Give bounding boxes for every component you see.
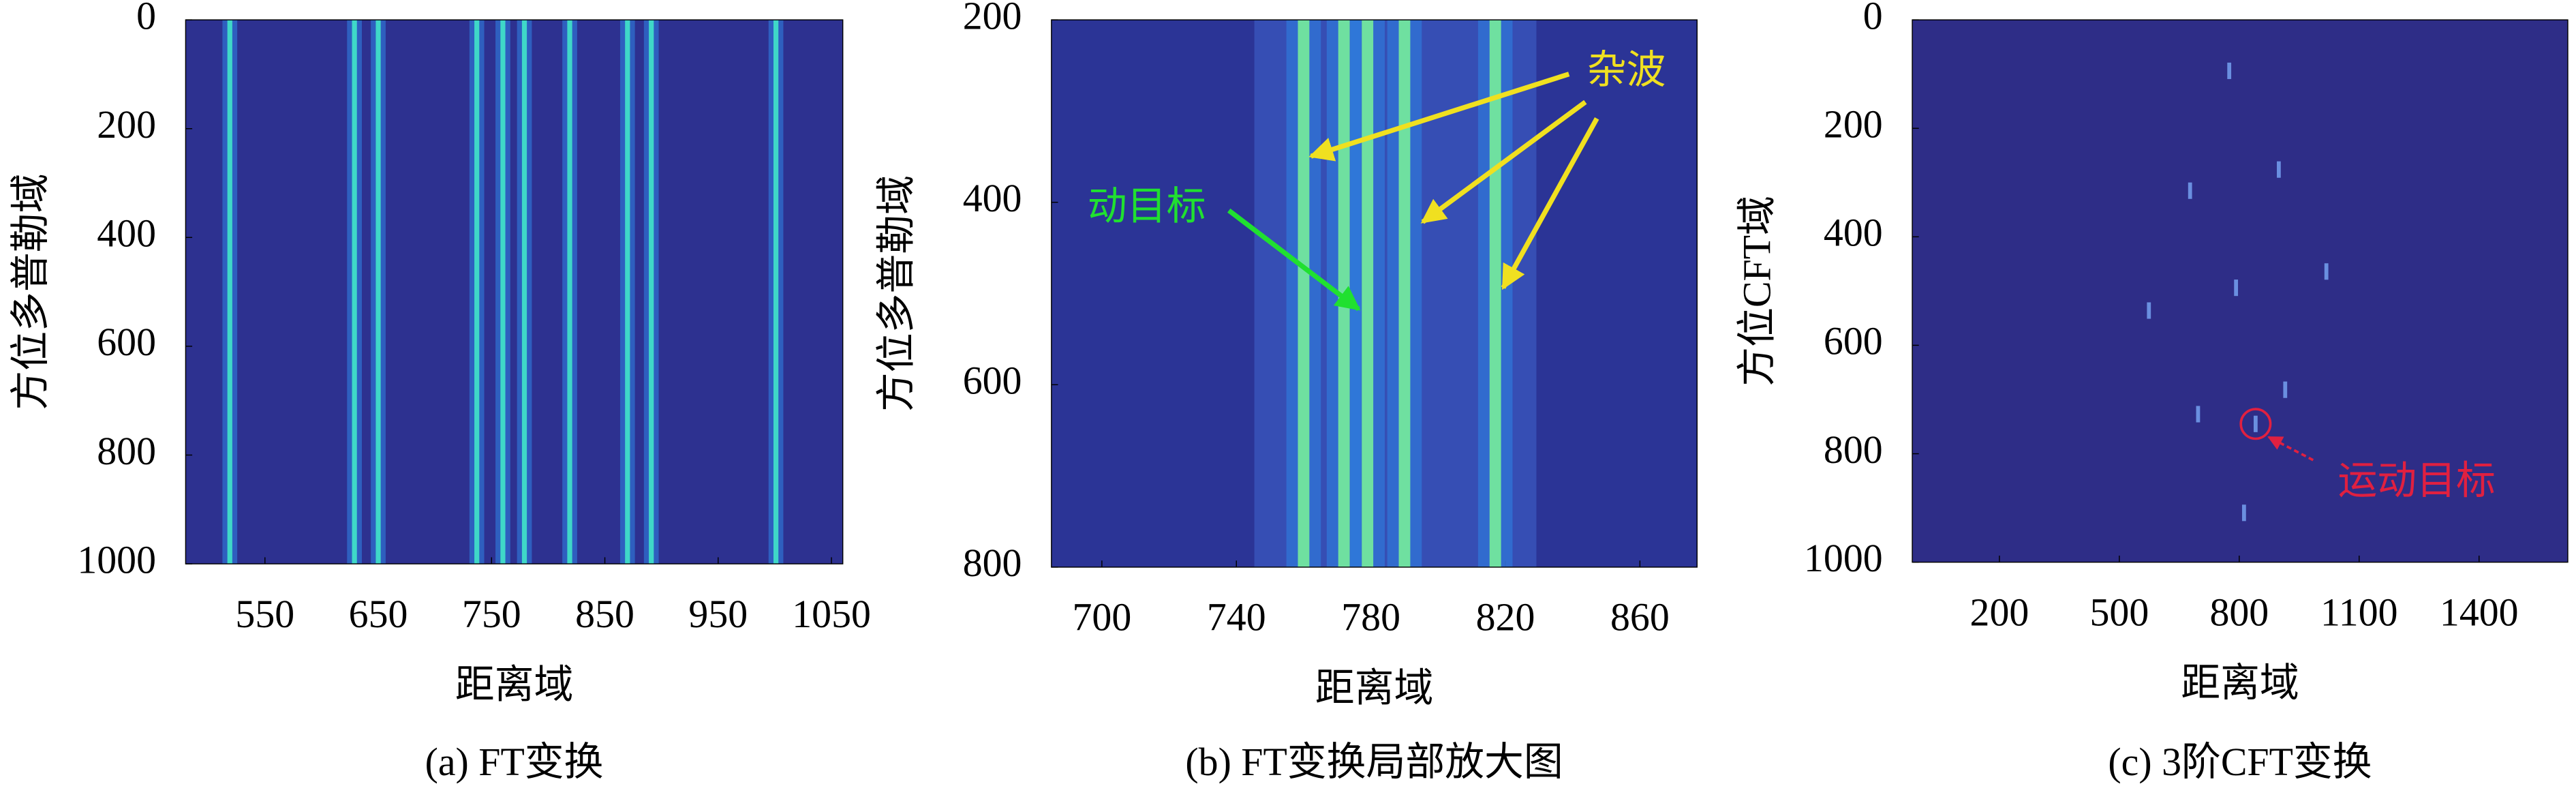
y-tick-label: 600 (963, 359, 1022, 403)
annotation: 运动目标 (2337, 458, 2495, 502)
y-tick-label: 600 (97, 320, 156, 364)
stripe (567, 20, 572, 564)
y-tick-label: 1000 (1804, 536, 1883, 580)
x-tick-label: 550 (235, 592, 294, 636)
arrow (1420, 100, 1587, 224)
arrow (1308, 72, 1570, 162)
plot-area (1912, 20, 2568, 562)
y-tick-label: 400 (97, 211, 156, 256)
point (2324, 263, 2329, 280)
stripe (1489, 20, 1501, 567)
caption: (c) 3阶CFT变换 (2108, 740, 2372, 784)
stripe (500, 20, 506, 564)
x-axis-label: 距离域 (1315, 665, 1434, 710)
arrow (1227, 208, 1361, 312)
x-tick-label: 800 (2209, 590, 2269, 634)
stripe (1298, 20, 1310, 567)
plot-frame (1051, 19, 1698, 568)
x-tick-label: 1050 (792, 592, 871, 636)
stripe (1398, 20, 1411, 567)
stripe (625, 20, 630, 564)
point (2277, 161, 2281, 178)
point (2227, 62, 2232, 79)
x-tick-label: 860 (1610, 595, 1670, 639)
stripe (375, 20, 381, 564)
y-tick-label: 200 (97, 102, 156, 147)
arrow (2267, 436, 2314, 462)
x-axis-label: 距离域 (455, 663, 574, 707)
stripe (649, 20, 654, 564)
point (2234, 280, 2239, 297)
x-axis-label: 距离域 (2181, 661, 2299, 705)
y-tick-label: 0 (1863, 0, 1883, 37)
stripe (227, 20, 232, 564)
point (2196, 406, 2201, 423)
annotation: 动目标 (1088, 184, 1206, 228)
stripe (474, 20, 480, 564)
x-tick-label: 700 (1072, 595, 1131, 639)
point (2241, 504, 2246, 522)
point (2188, 182, 2192, 199)
plot-frame (1912, 19, 2569, 563)
y-tick-label: 800 (963, 541, 1022, 585)
target-circle (2239, 408, 2272, 440)
x-tick-label: 500 (2090, 590, 2149, 634)
y-tick-label: 400 (963, 176, 1022, 220)
x-tick-label: 780 (1341, 595, 1400, 639)
x-tick-label: 740 (1207, 595, 1266, 639)
stripe (521, 20, 527, 564)
x-tick-label: 1100 (2320, 590, 2398, 634)
y-axis-label: 方位CFT域 (1735, 196, 1779, 387)
y-axis-label: 方位多普勒域 (874, 175, 918, 412)
stripe (352, 20, 357, 564)
x-tick-label: 850 (575, 592, 634, 636)
x-tick-label: 200 (1970, 590, 2029, 634)
y-tick-label: 600 (1824, 319, 1883, 363)
arrow (1501, 117, 1599, 290)
plot-frame (185, 19, 844, 564)
y-tick-label: 800 (97, 429, 156, 473)
plot-area (185, 20, 843, 564)
stripe (1362, 20, 1374, 567)
stripe (773, 20, 779, 564)
y-axis-label: 方位多普勒域 (8, 174, 52, 410)
point (2147, 302, 2151, 319)
y-tick-label: 200 (1824, 102, 1883, 147)
y-tick-label: 0 (136, 0, 156, 37)
x-tick-label: 750 (462, 592, 521, 636)
x-tick-label: 650 (349, 592, 408, 636)
y-tick-label: 1000 (77, 537, 156, 582)
x-tick-label: 950 (688, 592, 748, 636)
x-tick-label: 1400 (2440, 590, 2519, 634)
x-tick-label: 820 (1476, 595, 1535, 639)
annotation: 杂波 (1587, 48, 1666, 92)
caption: (b) FT变换局部放大图 (1185, 740, 1563, 784)
point (2253, 415, 2258, 432)
caption: (a) FT变换 (425, 740, 604, 784)
point (2283, 381, 2288, 398)
y-tick-label: 200 (963, 0, 1022, 37)
y-tick-label: 400 (1824, 211, 1883, 255)
y-tick-label: 800 (1824, 427, 1883, 472)
